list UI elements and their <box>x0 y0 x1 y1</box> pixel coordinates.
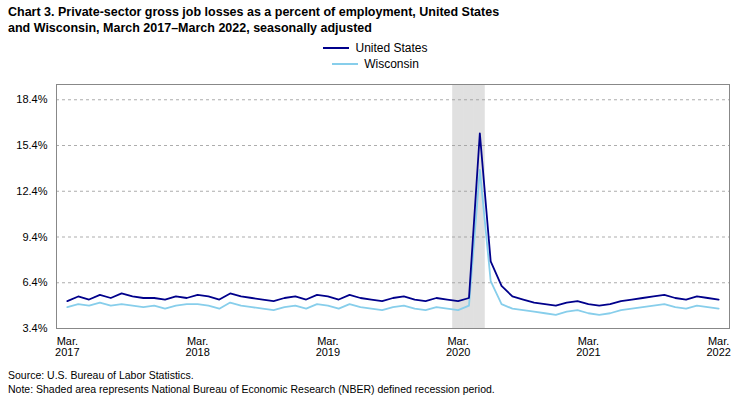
svg-text:18.4%: 18.4% <box>16 93 47 105</box>
svg-text:Mar.2020: Mar.2020 <box>446 335 470 358</box>
svg-text:Mar.2017: Mar.2017 <box>55 335 79 358</box>
html-text:Chart 3. Private-sector gross: Chart 3. Private-sector gross job losses… <box>8 5 500 35</box>
svg-text:6.4%: 6.4% <box>22 276 47 288</box>
svg-text:15.4%: 15.4% <box>16 139 47 151</box>
svg-text:Mar.2019: Mar.2019 <box>316 335 340 358</box>
html-text:Source: U.S. Bureau of Labor S: Source: U.S. Bureau of Labor Statistics. <box>8 369 194 381</box>
svg-text:Mar.2022: Mar.2022 <box>706 335 730 358</box>
svg-text:12.4%: 12.4% <box>16 185 47 197</box>
svg-text:Mar.2018: Mar.2018 <box>185 335 209 358</box>
svg-text:9.4%: 9.4% <box>22 231 47 243</box>
html-text:United States: United States <box>355 41 428 55</box>
svg-text:3.4%: 3.4% <box>22 322 47 334</box>
html-text:Wisconsin: Wisconsin <box>364 57 419 71</box>
html-text:Note: Shaded area represents N: Note: Shaded area represents National Bu… <box>8 383 495 395</box>
svg-text:Mar.2021: Mar.2021 <box>576 335 600 358</box>
